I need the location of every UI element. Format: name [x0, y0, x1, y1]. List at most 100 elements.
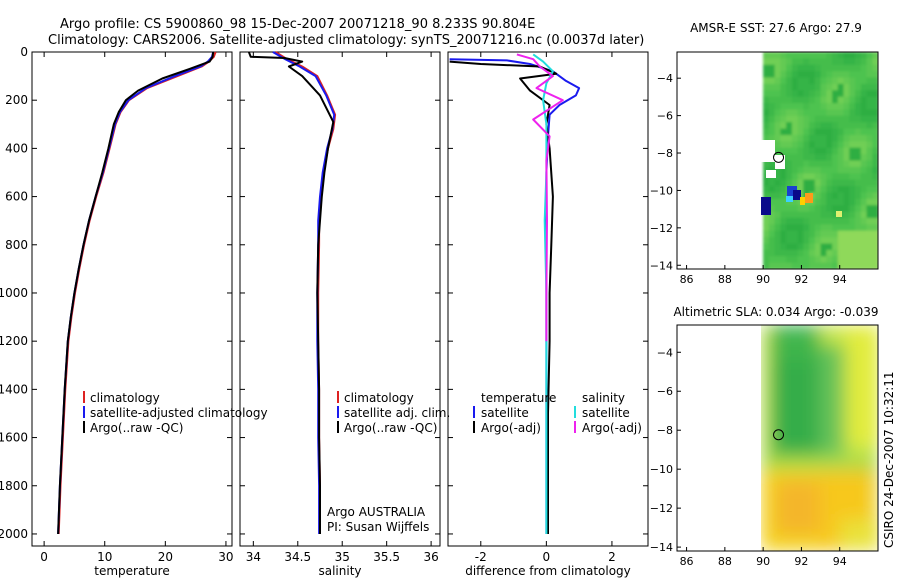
sst-cell	[780, 103, 787, 111]
sst-cell	[797, 109, 804, 117]
sst-cell	[860, 147, 868, 155]
sst-cell	[820, 147, 827, 155]
legend-label-climatology: climatology	[90, 391, 160, 405]
sst-cell	[774, 135, 781, 142]
sst-cell	[820, 249, 827, 257]
sst-cell	[797, 115, 804, 123]
sst-cell	[826, 249, 833, 257]
sst-cell	[814, 237, 822, 245]
sst-cell	[791, 128, 799, 136]
map-x-tick-label: 94	[833, 273, 847, 286]
series-line-temperature-argo-adj-	[449, 60, 558, 534]
sst-cell	[786, 141, 793, 149]
sst-cell	[843, 249, 850, 257]
sst-cell	[855, 64, 862, 72]
sst-cell	[860, 122, 868, 130]
sst-cell	[763, 103, 770, 111]
sst-cell	[797, 237, 804, 245]
sst-cell	[837, 58, 845, 66]
y-tick-label: 1000	[0, 286, 28, 300]
sst-cell	[763, 217, 770, 225]
sst-cell	[826, 154, 833, 162]
sst-cell	[786, 83, 793, 91]
sst-anomaly-cell	[793, 190, 801, 200]
sst-cell	[872, 128, 878, 136]
sst-cell	[791, 249, 799, 257]
sst-cell	[820, 71, 827, 79]
sst-cell	[849, 160, 856, 168]
sst-cell	[768, 103, 776, 111]
sst-cell	[809, 211, 816, 219]
sst-cell	[837, 256, 845, 264]
sst-anomaly-cell	[800, 197, 805, 205]
sst-cell	[763, 115, 770, 123]
sst-cell	[820, 122, 827, 130]
sla-field-region	[840, 520, 878, 551]
sst-cell	[768, 83, 776, 91]
x-tick-label: 34	[246, 550, 261, 564]
sst-cell	[820, 262, 827, 269]
sst-cell	[855, 160, 862, 168]
sst-cell	[814, 249, 822, 257]
sst-cell	[837, 83, 845, 91]
x-tick-label: 35.5	[373, 550, 400, 564]
sst-cell	[809, 173, 816, 181]
sst-cell	[849, 166, 856, 174]
map-y-tick-label: −8	[657, 424, 673, 437]
sst-cell	[872, 58, 878, 66]
sst-cell	[832, 166, 839, 174]
sst-cell	[866, 52, 873, 59]
sst-cell	[866, 147, 873, 155]
sst-cell	[832, 96, 839, 104]
y-tick-label: 1800	[0, 479, 28, 493]
salinity-axes-frame	[239, 51, 441, 547]
sst-cell	[786, 205, 793, 213]
sst-cell	[860, 217, 868, 225]
y-tick-label: 200	[5, 93, 28, 107]
sst-cell	[826, 217, 833, 225]
series-line-temperature-satellite	[449, 58, 581, 534]
map-x-tick-label: 88	[718, 273, 732, 286]
sst-cell	[791, 147, 799, 155]
sst-cell	[809, 262, 816, 269]
sst-cell	[837, 262, 845, 269]
sst-cell	[820, 77, 827, 85]
sst-cell	[809, 83, 816, 91]
sst-cell	[820, 128, 827, 136]
x-tick-label: 20	[158, 550, 173, 564]
sst-cell	[809, 109, 816, 117]
sst-cell	[872, 256, 878, 264]
sst-cell	[832, 128, 839, 136]
sst-cell	[786, 96, 793, 104]
sst-cell	[763, 83, 770, 91]
sst-cell	[820, 198, 827, 206]
sst-cell	[826, 71, 833, 79]
sst-cell	[849, 109, 856, 117]
sst-cell	[837, 77, 845, 85]
sst-cell	[763, 230, 770, 238]
sst-cell	[872, 147, 878, 155]
legend-label-argo: Argo(..raw -QC)	[90, 421, 183, 435]
sst-cell	[780, 128, 787, 136]
sst-cell	[809, 71, 816, 79]
sst-cell	[837, 128, 845, 136]
sst-cell	[849, 186, 856, 193]
legend-title-salinity: salinity	[582, 391, 625, 405]
sst-cell	[849, 83, 856, 91]
sst-cell	[832, 147, 839, 155]
sst-cell	[803, 230, 810, 238]
sst-cell	[797, 211, 804, 219]
sst-cell	[780, 173, 787, 181]
sst-cell	[774, 192, 781, 200]
sst-cell	[837, 96, 845, 104]
sst-cell	[855, 128, 862, 136]
sst-cell	[780, 186, 787, 193]
sst-cell	[768, 179, 776, 187]
sst-cell	[843, 205, 850, 213]
sst-cell	[826, 186, 833, 193]
sst-cell	[774, 83, 781, 91]
sst-cell	[791, 135, 799, 142]
sst-cell	[849, 103, 856, 111]
sst-cell	[843, 71, 850, 79]
sst-cell	[866, 135, 873, 142]
